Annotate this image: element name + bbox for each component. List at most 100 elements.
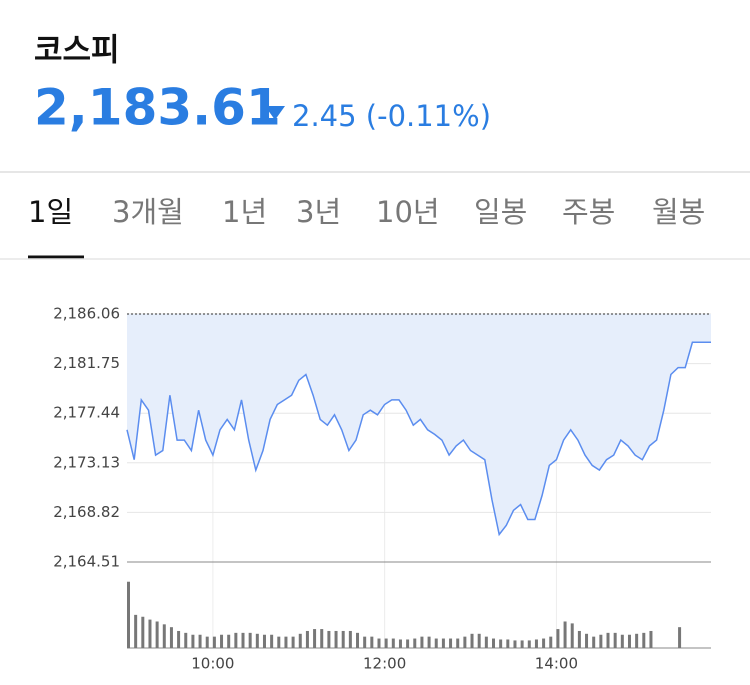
volume-bar: [184, 632, 188, 648]
down-arrow: [265, 106, 285, 120]
volume-bar: [642, 632, 646, 648]
y-tick-label: 2,164.51: [53, 553, 120, 571]
volume-bar: [434, 638, 438, 648]
volume-bar: [613, 632, 617, 648]
volume-bar: [456, 638, 460, 648]
volume-bar: [291, 636, 295, 648]
volume-bar: [592, 636, 596, 648]
volume-bar: [220, 634, 224, 648]
volume-bar: [313, 629, 317, 648]
tab[interactable]: 3개월: [112, 195, 184, 229]
volume-bar: [227, 634, 231, 648]
volume-bar: [484, 636, 488, 648]
y-tick-label: 2,177.44: [53, 404, 120, 422]
volume-bar: [577, 630, 581, 648]
volume-bar: [406, 639, 410, 648]
volume-bar: [255, 633, 259, 648]
volume-bar: [542, 638, 546, 648]
volume-bar: [205, 636, 209, 648]
y-tick-label: 2,181.75: [53, 354, 120, 372]
volume-bar: [298, 633, 302, 648]
volume-bar: [284, 636, 288, 648]
volume-bar: [363, 636, 367, 648]
volume-bar: [570, 623, 574, 648]
change: 2.45 (-0.11%): [292, 99, 491, 133]
volume-bar: [556, 629, 560, 648]
volume-bar: [262, 634, 266, 648]
volume-bar: [506, 639, 510, 648]
volume-bar: [248, 632, 252, 648]
volume-bar: [678, 627, 682, 648]
volume-bar: [391, 638, 395, 648]
volume-bar: [513, 640, 517, 648]
tab[interactable]: 10년: [376, 195, 440, 229]
volume-bar: [141, 616, 145, 648]
volume-bar: [441, 638, 445, 648]
chart: 10:00 12:00 14:00 2,186.06 2,181.75 2,177.44 2…: [53, 305, 712, 673]
volume-bar: [327, 630, 331, 648]
volume-bar: [334, 630, 338, 648]
volume-bar: [420, 636, 424, 648]
volume-bar: [277, 636, 281, 648]
volume-bar: [370, 636, 374, 648]
volume-bar: [563, 621, 567, 648]
volume-bar: [169, 627, 173, 648]
price: 2,183.61: [34, 79, 281, 137]
tab[interactable]: 월봉: [652, 195, 705, 229]
volume-bar: [649, 630, 653, 648]
volume-bar: [155, 621, 159, 648]
volume-bar: [477, 633, 481, 648]
index-name: 코스피: [34, 33, 120, 69]
volume-bar: [341, 630, 345, 648]
volume-bar: [127, 581, 130, 648]
volume-bar: [427, 636, 431, 648]
volume-bar: [377, 638, 381, 648]
volume-bar: [499, 639, 503, 648]
price-line: [126, 341, 712, 537]
volume-bar: [492, 638, 495, 648]
volume-bar: [305, 630, 309, 648]
volume-bar: [356, 632, 360, 648]
volume-bar: [470, 633, 474, 648]
volume-bar: [549, 636, 553, 648]
volume-bar: [234, 632, 238, 648]
volume-bar: [627, 634, 631, 648]
area: [127, 314, 711, 535]
volume-bar: [606, 632, 610, 648]
tab[interactable]: 1년: [222, 195, 267, 229]
volume-bar: [212, 636, 216, 648]
volume-bar: [520, 640, 524, 648]
volume-bar: [384, 638, 388, 648]
y-tick-label: 2,186.06: [53, 305, 120, 323]
volume-bar: [148, 619, 152, 648]
x-tick-label: 12:00: [363, 655, 406, 673]
tab[interactable]: 1일: [28, 195, 73, 229]
volume-bar: [527, 640, 531, 648]
volume-bar: [463, 636, 467, 648]
volume-bar: [534, 639, 538, 648]
volume-bar: [241, 632, 245, 648]
volume-bar: [177, 630, 181, 648]
x-tick-label: 14:00: [535, 655, 578, 673]
volume-bar: [599, 634, 603, 648]
volume-bar: [134, 614, 138, 648]
volume-bar: [198, 634, 202, 648]
tab[interactable]: 3년: [296, 195, 341, 229]
volume-bar: [270, 634, 274, 648]
volume-bar: [320, 629, 324, 648]
x-tick-label: 10:00: [191, 655, 234, 673]
volume-bar: [348, 630, 352, 648]
volume-bar: [620, 634, 624, 648]
volume-bar: [162, 624, 166, 648]
volume-bar: [398, 639, 402, 648]
tab[interactable]: 일봉: [474, 195, 527, 229]
volume-bar: [449, 638, 453, 648]
tab[interactable]: 주봉: [562, 195, 615, 229]
volume-bar: [191, 634, 195, 648]
volume-bar: [635, 633, 639, 648]
tab-bar: 1일 3개월 1년 3년 10년 일봉 주봉 월봉: [28, 195, 705, 229]
y-tick-label: 2,168.82: [53, 503, 120, 521]
y-tick-label: 2,173.13: [53, 453, 120, 471]
